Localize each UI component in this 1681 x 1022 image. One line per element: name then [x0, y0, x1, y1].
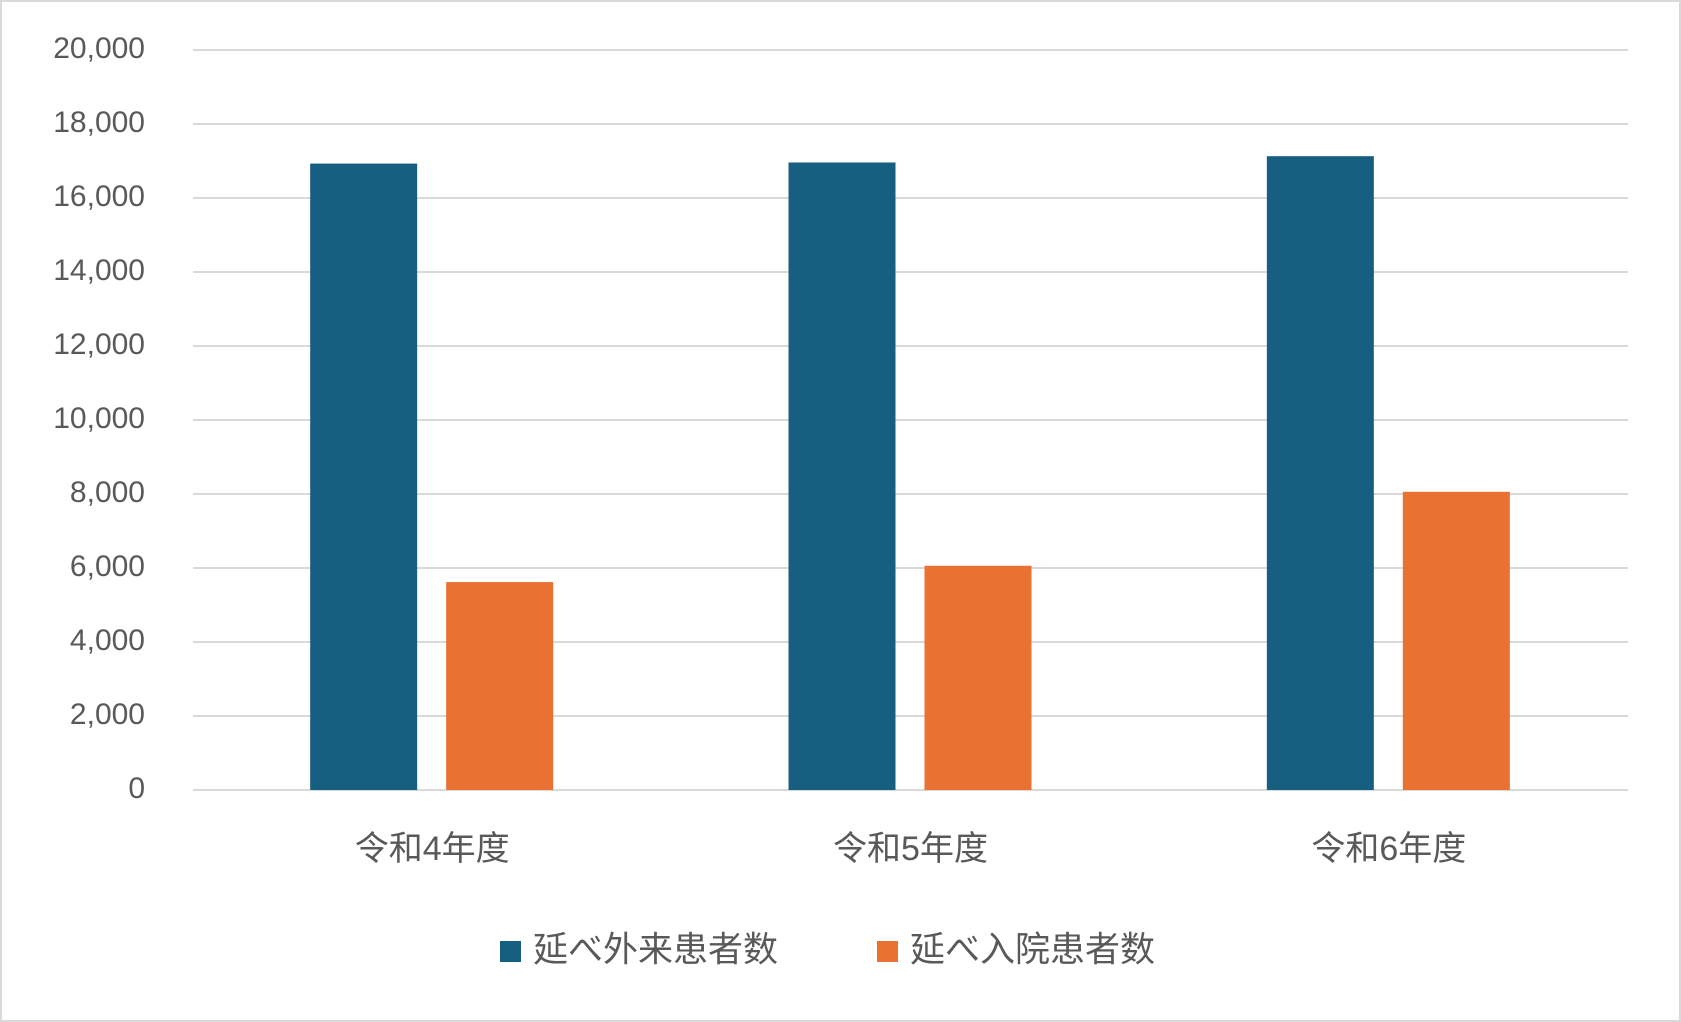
y-tick-label: 2,000 [70, 698, 145, 731]
bar [788, 162, 896, 791]
y-tick-label: 16,000 [53, 180, 145, 213]
x-tick-label: 令和4年度 [355, 830, 510, 868]
legend-label: 延べ入院患者数 [910, 930, 1155, 969]
x-tick-label: 令和5年度 [833, 830, 988, 868]
y-tick-label: 4,000 [70, 624, 145, 657]
y-tick-label: 10,000 [53, 402, 145, 435]
bar [1402, 491, 1510, 790]
x-tick-label: 令和6年度 [1311, 830, 1466, 868]
y-tick-label: 6,000 [70, 550, 145, 583]
bar [924, 565, 1032, 790]
y-tick-label: 0 [128, 772, 145, 805]
y-tick-label: 12,000 [53, 328, 145, 361]
y-tick-label: 14,000 [53, 254, 145, 287]
legend-swatch [500, 941, 521, 962]
y-tick-label: 20,000 [53, 32, 145, 65]
y-tick-label: 18,000 [53, 106, 145, 139]
legend-label: 延べ外来患者数 [533, 930, 778, 969]
bar [310, 163, 418, 791]
bar [1266, 156, 1374, 790]
y-tick-label: 8,000 [70, 476, 145, 509]
bar [446, 582, 554, 790]
legend-swatch [877, 941, 898, 962]
